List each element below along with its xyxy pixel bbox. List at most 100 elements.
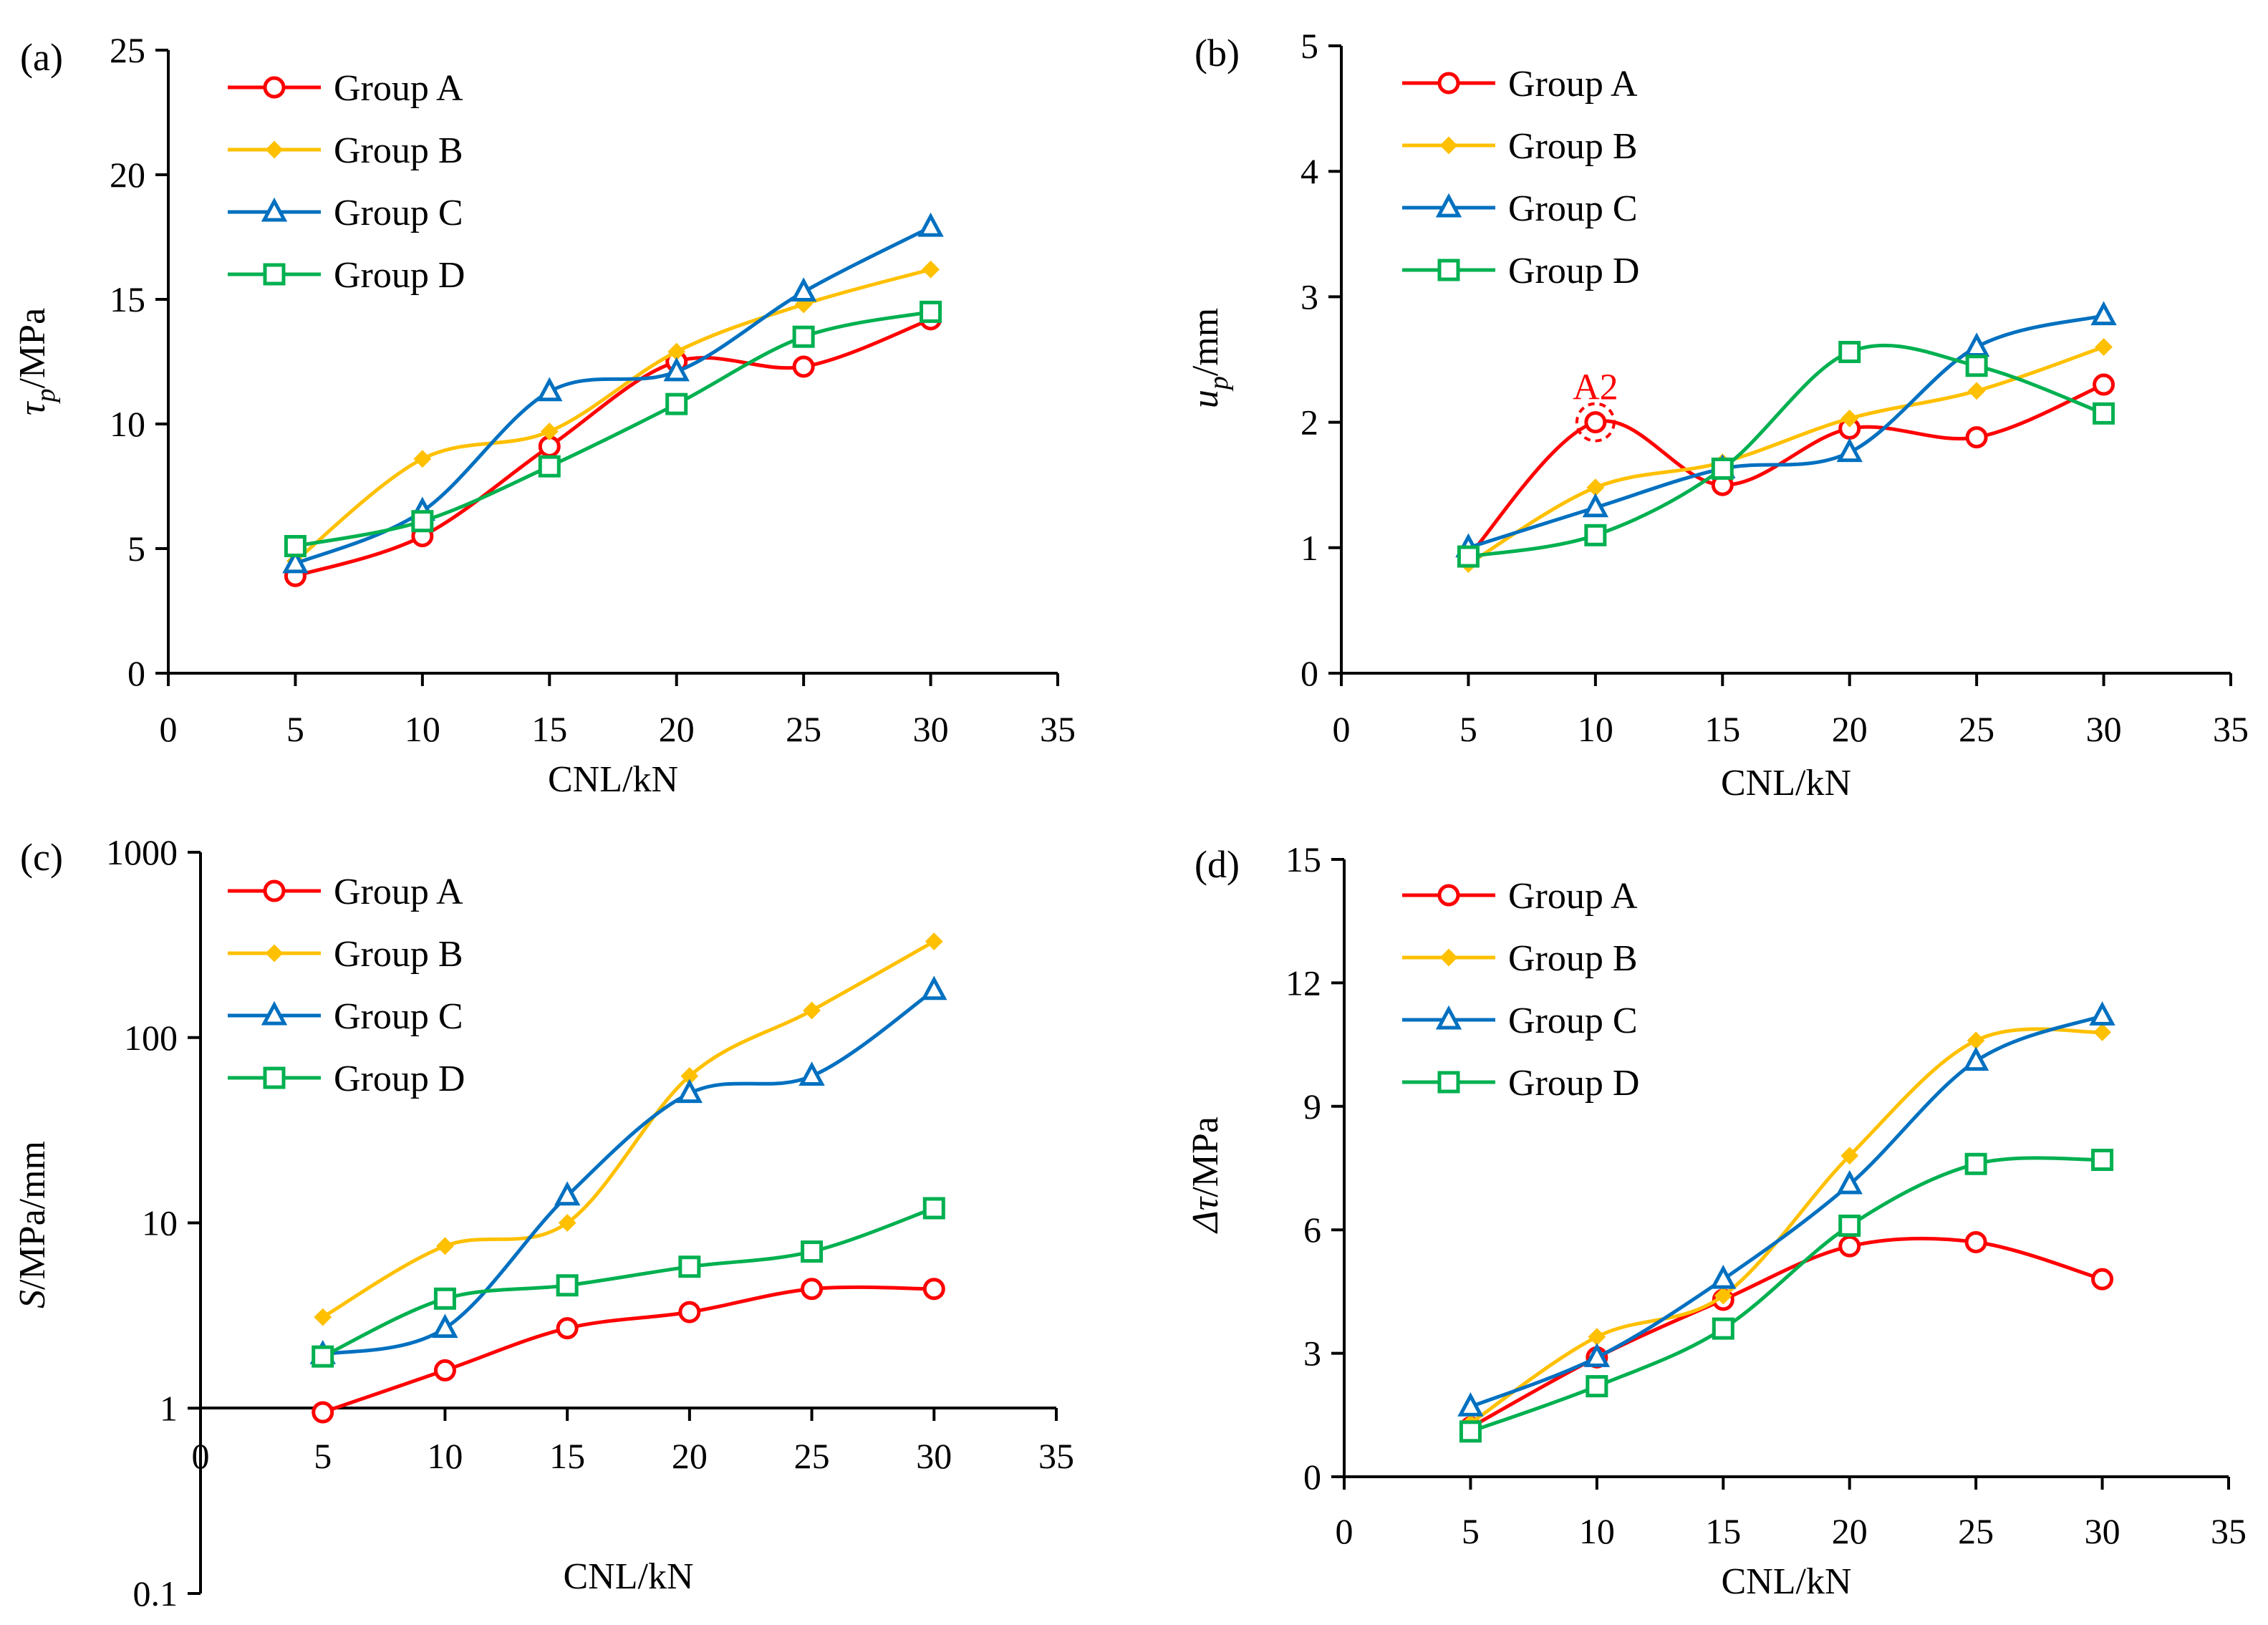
data-point (312, 1345, 334, 1368)
x-tick-label: 0 (1333, 709, 1351, 749)
annotation-circle (1575, 402, 1616, 443)
x-tick-label: 30 (2086, 709, 2122, 749)
data-point (665, 392, 688, 415)
x-tick-label: 20 (672, 1436, 708, 1476)
x-tick-label: 5 (1459, 709, 1477, 749)
series-line (294, 309, 932, 548)
y-tick-label: 0 (1301, 653, 1318, 693)
y-axis-title-subscript: p (1204, 376, 1234, 392)
y-tick-label: 0 (127, 653, 145, 693)
x-tick-label: 30 (913, 709, 949, 749)
legend-marker (1437, 259, 1460, 281)
y-tick-label: 5 (1301, 26, 1318, 66)
series-line (322, 1285, 935, 1414)
data-point (678, 1255, 701, 1278)
data-point (1586, 478, 1605, 497)
data-point (676, 1079, 703, 1104)
legend-label: Group B (1508, 126, 1638, 167)
data-point (803, 1001, 821, 1020)
data-point (663, 357, 690, 382)
legend-marker (265, 944, 284, 963)
y-axis-title: up/mm (1185, 308, 1234, 408)
legend: Group A Group B Group C Group D (1402, 64, 1639, 291)
y-tick-label: 9 (1303, 1086, 1321, 1127)
legend-label: Group D (1508, 1063, 1639, 1104)
chart-panel-a: 0 5 10 15 20 25 0 5 10 15 20 25 30 35 CNL/kN τp/MPa (a) G… (12, 30, 1076, 800)
data-point (1963, 332, 1990, 357)
data-point (1714, 1286, 1732, 1305)
legend: Group A Group B Group C Group D (1402, 876, 1639, 1104)
data-point (1836, 1170, 1863, 1195)
legend-marker (263, 76, 286, 99)
data-point (282, 549, 309, 574)
x-tick-label: 35 (1040, 709, 1076, 749)
x-tick-label: 0 (160, 709, 178, 749)
y-axis-title-unit: /MPa/mm (12, 1141, 53, 1290)
x-tick-label: 20 (1832, 1511, 1868, 1551)
legend: Group A Group B Group C Group D (228, 68, 465, 296)
data-point (1711, 457, 1734, 480)
series-group-d (312, 1197, 945, 1368)
x-tick-label: 30 (2085, 1511, 2120, 1551)
series-group-c (309, 975, 947, 1364)
data-point (922, 1197, 945, 1220)
x-tick-label: 10 (1578, 709, 1613, 749)
series-group-b (286, 260, 940, 570)
y-tick-label: 3 (1303, 1334, 1321, 1374)
series-group-b (314, 932, 943, 1326)
data-point (1965, 355, 1988, 377)
data-point (798, 1061, 825, 1086)
x-axis-title: CNL/kN (564, 1556, 694, 1597)
y-axis-title-unit: /MPa (1185, 1117, 1226, 1197)
y-tick-label: 100 (124, 1018, 178, 1058)
series-line (1467, 314, 2105, 550)
data-point (2093, 402, 2115, 425)
data-point (801, 1240, 824, 1263)
legend-marker (1437, 884, 1460, 907)
data-point (538, 455, 561, 478)
series-line (294, 317, 932, 578)
x-tick-label: 25 (1958, 1511, 1994, 1551)
y-tick-label: 15 (110, 279, 145, 319)
legend-marker (1435, 193, 1462, 218)
legend-label: Group A (1508, 64, 1638, 105)
data-point (1967, 1031, 1985, 1050)
data-point (792, 355, 815, 378)
x-tick-label: 15 (531, 709, 567, 749)
x-tick-label: 35 (2213, 709, 2249, 749)
y-axis-title: Δτ/MPa (1185, 1117, 1226, 1234)
x-tick-label: 5 (314, 1436, 332, 1476)
data-point (1459, 1420, 1482, 1443)
data-point (556, 1317, 579, 1340)
x-tick-label: 20 (1832, 709, 1868, 749)
data-point (1838, 1235, 1861, 1258)
legend-label: Group C (334, 193, 463, 233)
y-axis-title-unit: /MPa (12, 308, 53, 389)
data-point (436, 1237, 454, 1255)
data-point (1838, 1214, 1861, 1237)
legend-marker (1437, 72, 1460, 95)
data-point (1588, 1328, 1606, 1346)
data-point (1840, 409, 1859, 428)
legend-label: Group D (1508, 251, 1639, 291)
legend-marker (1439, 136, 1458, 155)
series-line (322, 940, 935, 1319)
series-group-b (1459, 338, 2113, 573)
y-tick-label: 4 (1301, 151, 1318, 191)
annotation-label: A2 (1573, 367, 1618, 408)
series-group-a (1459, 1230, 2114, 1439)
x-tick-label: 30 (916, 1436, 952, 1476)
y-tick-label: 1 (160, 1388, 178, 1428)
x-tick-label: 5 (286, 709, 304, 749)
data-point (314, 1308, 332, 1326)
series-group-d (1459, 1149, 2114, 1443)
data-point (1836, 438, 1863, 463)
series-group-c (1455, 301, 2117, 558)
y-tick-label: 3 (1301, 276, 1318, 317)
chart-panel-c: 0.1 1 10 100 1000 0 5 10 15 20 25 30 35 CNL/kN S/MPa/m… (12, 832, 1074, 1614)
data-point (1964, 1230, 1987, 1253)
data-point (411, 510, 434, 533)
legend-label: Group A (334, 872, 463, 912)
series-line (1467, 345, 2105, 566)
